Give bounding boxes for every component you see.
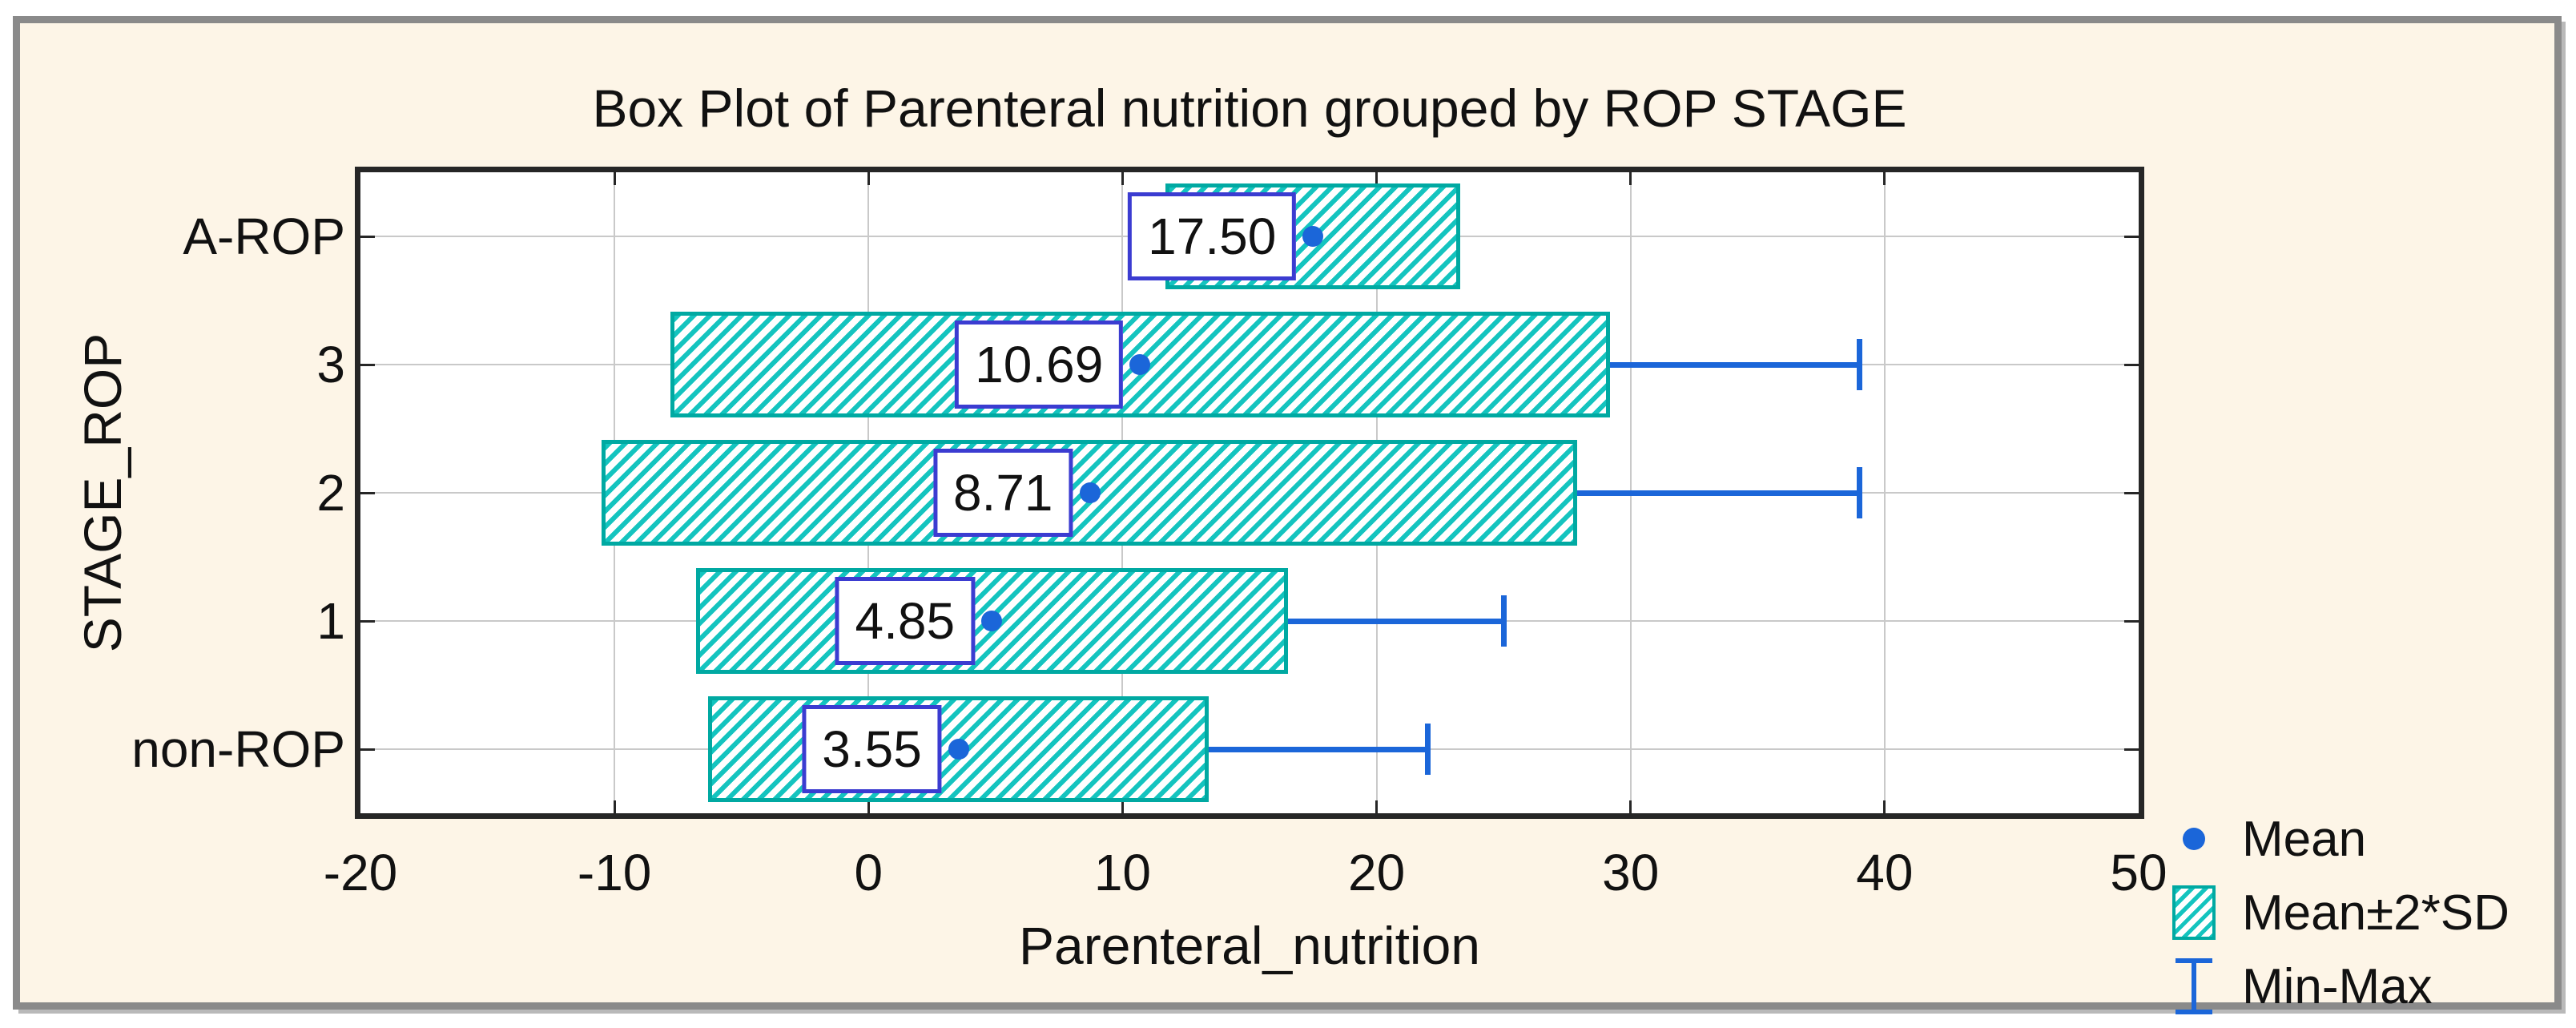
y-tick-mark	[2124, 235, 2139, 238]
y-tick-mark	[2124, 748, 2139, 751]
minmax-whisker	[1209, 746, 1427, 752]
y-tick-mark	[2124, 619, 2139, 623]
y-tick-mark	[360, 748, 375, 751]
x-tick-mark	[1375, 800, 1379, 813]
y-category-label: 2	[316, 464, 345, 522]
x-tick-mark	[1883, 172, 1886, 185]
x-axis-title: Parenteral_nutrition	[1018, 916, 1481, 975]
legend: Mean Mean±2*SD Min-Max	[2152, 802, 2510, 1023]
legend-row: Mean±2*SD	[2152, 876, 2510, 949]
y-tick-mark	[360, 235, 375, 238]
whisker-cap	[1856, 339, 1862, 390]
y-tick-mark	[2124, 363, 2139, 366]
mean-dot-icon	[2183, 828, 2205, 850]
mean-dot	[981, 611, 1003, 631]
figure-frame: Box Plot of Parenteral nutrition grouped…	[13, 16, 2562, 1014]
mean-dot-icon	[2152, 828, 2236, 850]
y-tick-mark	[360, 363, 375, 366]
x-tick-mark	[613, 800, 616, 813]
minmax-whisker	[1610, 361, 1860, 368]
minmax-whisker-icon	[2152, 958, 2236, 1014]
x-tick-mark	[1883, 800, 1886, 813]
x-tick-mark	[1121, 800, 1124, 813]
whisker-cap	[1500, 595, 1507, 647]
legend-label: Mean±2*SD	[2242, 885, 2510, 941]
whisker-cap	[1856, 467, 1862, 518]
mean-value-label: 8.71	[932, 449, 1073, 537]
box-swatch-icon	[2172, 885, 2216, 940]
mean-value-label: 10.69	[955, 320, 1124, 409]
x-tick-label: 30	[1602, 844, 1660, 901]
y-tick-mark	[2124, 491, 2139, 494]
whisker-cap-bottom	[2176, 1010, 2212, 1014]
x-tick-label: 0	[854, 844, 883, 901]
x-tick-mark	[867, 172, 870, 185]
chart-title: Box Plot of Parenteral nutrition grouped…	[592, 79, 1907, 138]
y-category-label: non-ROP	[131, 720, 345, 778]
x-tick-mark	[1629, 172, 1632, 185]
x-tick-label: 10	[1093, 844, 1152, 901]
legend-label: Mean	[2242, 811, 2367, 867]
x-tick-mark	[1375, 172, 1379, 185]
x-tick-label: 20	[1347, 844, 1406, 901]
mean-value-label: 17.50	[1128, 192, 1297, 280]
box-swatch-icon	[2152, 885, 2236, 940]
x-tick-label: 40	[1856, 844, 1914, 901]
mean-dot	[1079, 482, 1101, 503]
y-tick-mark	[360, 491, 375, 494]
x-tick-label: -20	[323, 844, 398, 901]
x-tick-label: 50	[2110, 844, 2167, 901]
whisker-cap	[1424, 724, 1431, 775]
minmax-whisker	[1577, 490, 1860, 496]
whisker-line	[2192, 958, 2196, 1014]
legend-row: Mean	[2152, 802, 2510, 876]
y-category-label: 1	[316, 592, 345, 650]
y-category-label: 3	[316, 336, 345, 393]
plot-inner: 17.50 10.69 8.71 4.85 3.55	[360, 172, 2139, 813]
x-tick-mark	[867, 800, 870, 813]
legend-row: Min-Max	[2152, 949, 2510, 1023]
y-tick-mark	[360, 619, 375, 623]
x-tick-mark	[1121, 172, 1124, 185]
y-category-label: A-ROP	[183, 208, 345, 265]
mean-value-label: 3.55	[802, 705, 942, 793]
mean-value-label: 4.85	[835, 577, 976, 665]
minmax-whisker-icon	[2176, 958, 2212, 1014]
mean-dot	[948, 739, 969, 760]
plot-area: 17.50 10.69 8.71 4.85 3.55	[355, 167, 2144, 819]
legend-label: Min-Max	[2242, 958, 2433, 1014]
x-tick-mark	[613, 172, 616, 185]
mean-dot	[1129, 354, 1151, 375]
x-tick-label: -10	[577, 844, 652, 901]
x-tick-mark	[1629, 800, 1632, 813]
minmax-whisker	[1287, 618, 1504, 624]
mean-dot	[1302, 226, 1324, 247]
